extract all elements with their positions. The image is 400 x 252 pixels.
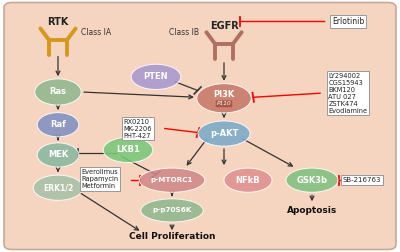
Text: RX0210
MK-2206
PHT-427: RX0210 MK-2206 PHT-427: [124, 118, 152, 139]
Text: Cell Proliferation: Cell Proliferation: [129, 232, 215, 241]
Text: NFkB: NFkB: [236, 176, 260, 185]
Text: ERK1/2: ERK1/2: [43, 183, 73, 192]
Text: GSK3b: GSK3b: [296, 176, 328, 185]
Ellipse shape: [286, 168, 338, 192]
FancyBboxPatch shape: [4, 3, 396, 249]
Text: RTK: RTK: [47, 17, 69, 27]
Text: Raf: Raf: [50, 120, 66, 129]
Text: LKB1: LKB1: [116, 145, 140, 154]
Text: p-p70S6K: p-p70S6K: [152, 207, 192, 213]
Text: Apoptosis: Apoptosis: [287, 206, 337, 215]
Text: SB-216763: SB-216763: [343, 177, 381, 183]
Ellipse shape: [141, 199, 203, 222]
Text: Class IB: Class IB: [169, 28, 199, 37]
Ellipse shape: [198, 121, 250, 146]
Text: EGFR: EGFR: [210, 21, 238, 31]
Text: p-MTORC1: p-MTORC1: [151, 177, 193, 183]
Text: PTEN: PTEN: [144, 72, 168, 81]
Text: P110: P110: [217, 101, 231, 106]
Ellipse shape: [103, 137, 153, 163]
Ellipse shape: [37, 113, 79, 137]
Ellipse shape: [224, 168, 272, 192]
Text: p-AKT: p-AKT: [210, 129, 238, 138]
Ellipse shape: [35, 79, 81, 105]
Ellipse shape: [33, 175, 83, 200]
Ellipse shape: [139, 168, 205, 192]
Text: Everolimus
Rapamycin
Metformin: Everolimus Rapamycin Metformin: [82, 169, 118, 189]
Text: MEK: MEK: [48, 150, 68, 160]
Text: Erlotinib: Erlotinib: [332, 17, 364, 26]
Text: LY294002
CGS15943
BKM120
ATU 027
ZSTK474
Evodiamine: LY294002 CGS15943 BKM120 ATU 027 ZSTK474…: [328, 73, 368, 114]
Ellipse shape: [37, 143, 79, 167]
Text: Class IA: Class IA: [81, 28, 111, 37]
Ellipse shape: [197, 84, 251, 113]
Text: PI3K: PI3K: [213, 90, 235, 99]
Ellipse shape: [131, 64, 181, 89]
Text: Ras: Ras: [50, 87, 66, 97]
